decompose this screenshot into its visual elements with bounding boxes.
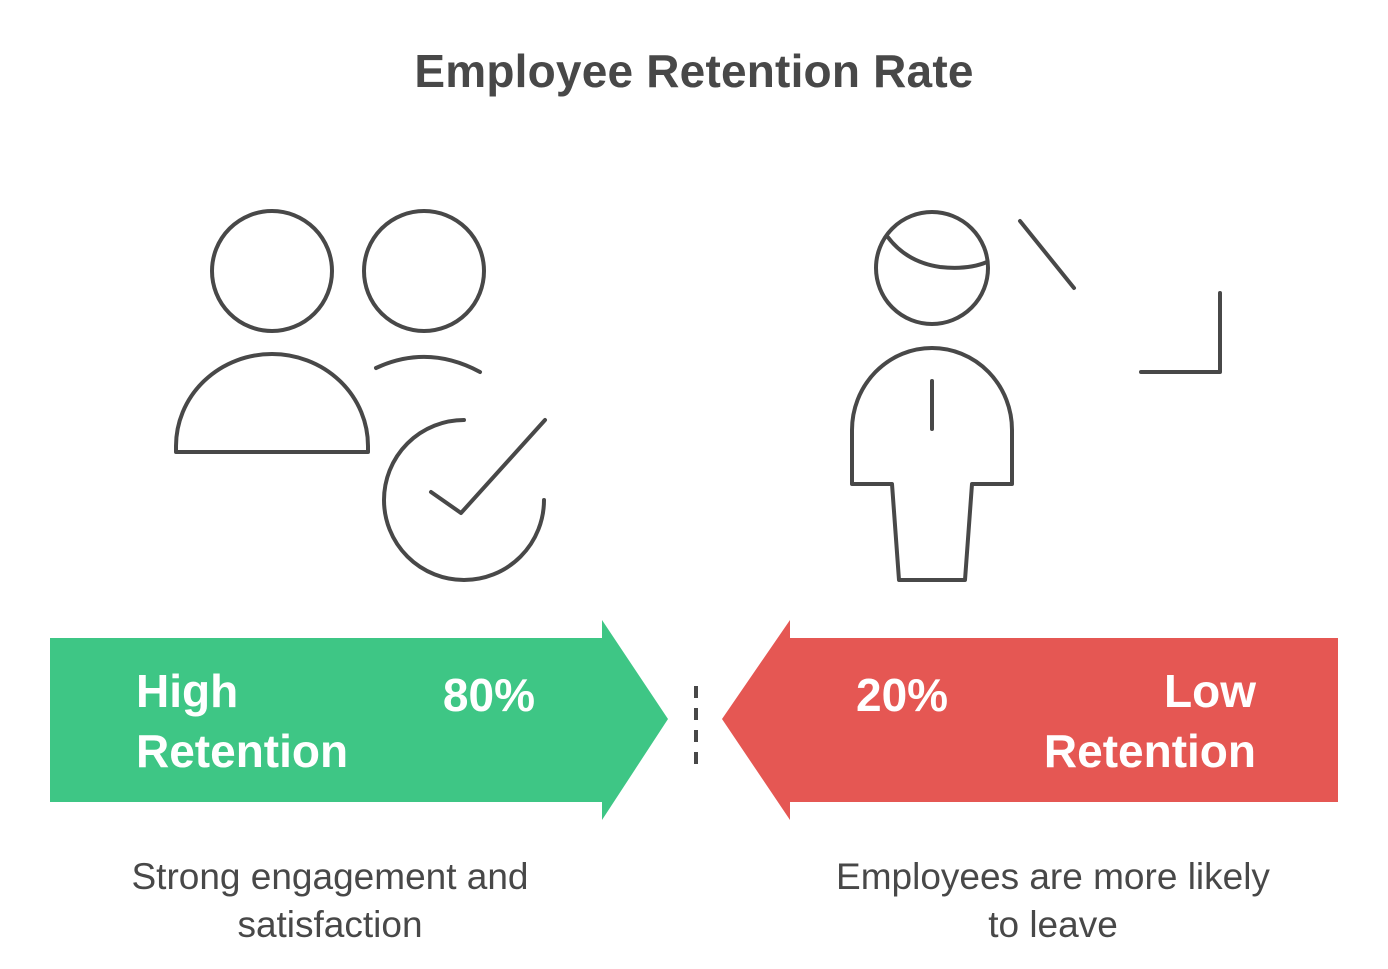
high-retention-description-line2: satisfaction xyxy=(237,904,423,945)
low-retention-description-line2: to leave xyxy=(988,904,1118,945)
person-body-icon xyxy=(850,346,1014,582)
low-retention-label: Low Retention xyxy=(960,661,1256,781)
check-circle-icon xyxy=(382,418,546,582)
low-retention-label-line2: Retention xyxy=(1043,725,1256,777)
person-one-head-icon xyxy=(210,209,334,333)
high-retention-arrow xyxy=(50,620,668,820)
person-hair-icon xyxy=(885,234,989,270)
high-retention-label: High Retention xyxy=(136,661,436,781)
person-head-icon xyxy=(874,210,990,326)
high-retention-percentage: 80% xyxy=(442,669,535,721)
high-retention-description: Strong engagement and satisfaction xyxy=(80,853,580,949)
high-retention-description-line1: Strong engagement and xyxy=(131,856,529,897)
person-two-head-icon xyxy=(362,209,486,333)
low-retention-percentage: 20% xyxy=(856,669,949,721)
person-one-body-icon xyxy=(174,352,370,454)
team-check-icon xyxy=(174,209,547,582)
person-decline-icon xyxy=(850,210,1222,582)
low-retention-arrow xyxy=(722,620,1338,820)
trend-arrowhead-icon xyxy=(1139,291,1222,374)
high-retention-label-line1: High xyxy=(136,665,239,717)
checkmark-icon xyxy=(429,418,547,515)
high-retention-label-line2: Retention xyxy=(136,725,349,777)
trend-down-line-icon xyxy=(1018,219,1076,290)
low-retention-description-line1: Employees are more likely xyxy=(836,856,1270,897)
low-retention-description: Employees are more likely to leave xyxy=(790,853,1316,949)
page-title: Employee Retention Rate xyxy=(414,45,974,97)
person-two-shoulder-icon xyxy=(374,354,482,374)
low-retention-label-line1: Low xyxy=(1164,665,1256,717)
